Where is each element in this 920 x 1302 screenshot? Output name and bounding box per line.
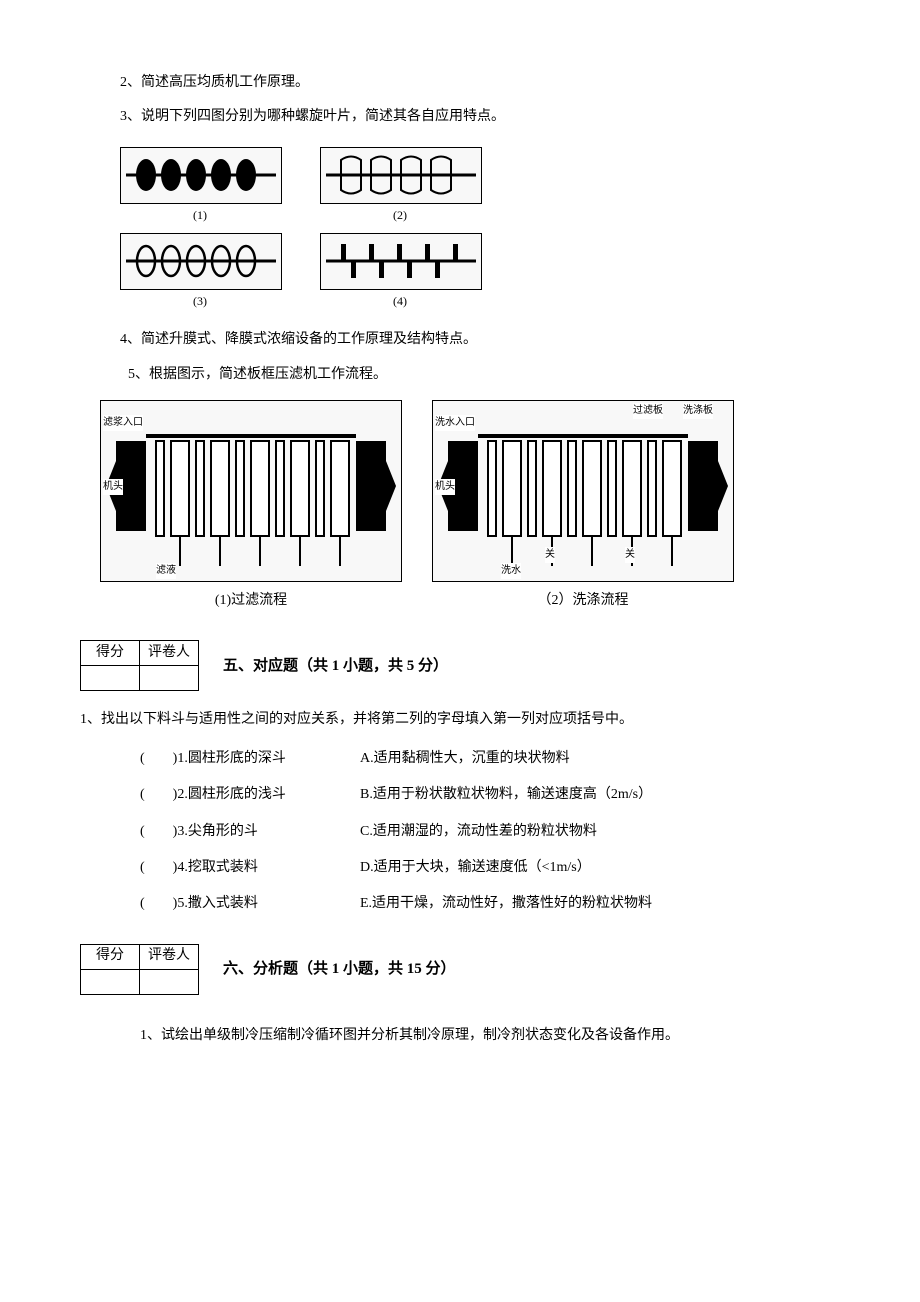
match-rows: ( )1.圆柱形底的深斗 A.适用黏稠性大，沉重的块状物料 ( )2.圆柱形底的… (80, 748, 840, 916)
question-4: 4、简述升膜式、降膜式浓缩设备的工作原理及结构特点。 (120, 329, 840, 351)
score-col-2: 评卷人 (140, 641, 199, 666)
spiral-image-2 (320, 147, 482, 204)
score-blank-2 (140, 666, 199, 691)
match-row-5: ( )5.撒入式装料 E.适用干燥，流动性好，撒落性好的粉粒状物料 (140, 893, 840, 915)
score6-blank-2 (140, 969, 199, 994)
spiral-cell-4: (4) (320, 233, 480, 311)
filter-diagram-block: 滤浆入口 机头 滤液 (1)过滤流程 (100, 400, 840, 612)
match-left-3: ( )3.尖角形的斗 (140, 821, 360, 843)
match-right-1: A.适用黏稠性大，沉重的块状物料 (360, 748, 840, 770)
spiral-cell-2: (2) (320, 147, 480, 225)
spiral-image-3 (120, 233, 282, 290)
filter-right-close2-label: 关 (625, 547, 635, 563)
section-5-intro: 1、找出以下料斗与适用性之间的对应关系，并将第二列的字母填入第一列对应项括号中。 (80, 709, 840, 731)
spiral-cell-1: (1) (120, 147, 280, 225)
score6-col-1: 得分 (81, 944, 140, 969)
filter-right-bottom-label: 洗水 (501, 563, 521, 579)
spiral-caption-4: (4) (320, 292, 480, 311)
score6-col-2: 评卷人 (140, 944, 199, 969)
filter-right-close1-label: 关 (545, 547, 555, 563)
section-6-title: 六、分析题（共 1 小题，共 15 分） (223, 957, 456, 981)
section-5-header: 得分 评卷人 五、对应题（共 1 小题，共 5 分） (80, 640, 840, 691)
question-5: 5、根据图示，简述板框压滤机工作流程。 (128, 364, 840, 386)
match-left-2: ( )2.圆柱形底的浅斗 (140, 784, 360, 806)
match-right-5: E.适用干燥，流动性好，撒落性好的粉粒状物料 (360, 893, 840, 915)
score-table-6: 得分 评卷人 (80, 944, 199, 995)
filter-right-top2-label: 洗涤板 (683, 403, 713, 419)
section-6-q1: 1、试绘出单级制冷压缩制冷循环图并分析其制冷原理，制冷剂状态变化及各设备作用。 (140, 1025, 840, 1047)
question-2: 2、简述高压均质机工作原理。 (120, 72, 840, 94)
match-row-1: ( )1.圆柱形底的深斗 A.适用黏稠性大，沉重的块状物料 (140, 748, 840, 770)
match-left-5: ( )5.撒入式装料 (140, 893, 360, 915)
filter-diagram-left: 滤浆入口 机头 滤液 (1)过滤流程 (100, 400, 402, 612)
match-row-3: ( )3.尖角形的斗 C.适用潮湿的，流动性差的粉粒状物料 (140, 821, 840, 843)
filter-left-caption: (1)过滤流程 (215, 590, 287, 612)
spiral-caption-1: (1) (120, 206, 280, 225)
spiral-row-1: (1) (2) (120, 147, 840, 225)
spiral-image-1 (120, 147, 282, 204)
score6-blank-1 (81, 969, 140, 994)
match-row-4: ( )4.挖取式装料 D.适用于大块，输送速度低（<1m/s） (140, 857, 840, 879)
filter-right-top1-label: 过滤板 (633, 403, 663, 419)
filter-right-head-label: 机头 (435, 479, 455, 495)
filter-diagram-right: 洗水入口 机头 过滤板 洗涤板 关 关 洗水 （2）洗涤流程 (432, 400, 734, 612)
section-5-title: 五、对应题（共 1 小题，共 5 分） (223, 654, 448, 678)
spiral-caption-2: (2) (320, 206, 480, 225)
spiral-diagram-block: (1) (2) (120, 147, 840, 311)
filter-image-right: 洗水入口 机头 过滤板 洗涤板 关 关 洗水 (432, 400, 734, 582)
match-row-2: ( )2.圆柱形底的浅斗 B.适用于粉状散粒状物料，输送速度高（2m/s） (140, 784, 840, 806)
match-left-1: ( )1.圆柱形底的深斗 (140, 748, 360, 770)
section-6-header: 得分 评卷人 六、分析题（共 1 小题，共 15 分） (80, 944, 840, 995)
score-blank-1 (81, 666, 140, 691)
filter-image-left: 滤浆入口 机头 滤液 (100, 400, 402, 582)
question-3: 3、说明下列四图分别为哪种螺旋叶片，简述其各自应用特点。 (120, 106, 840, 128)
filter-right-inlet-label: 洗水入口 (435, 415, 475, 431)
score-col-1: 得分 (81, 641, 140, 666)
match-right-4: D.适用于大块，输送速度低（<1m/s） (360, 857, 840, 879)
match-right-2: B.适用于粉状散粒状物料，输送速度高（2m/s） (360, 784, 840, 806)
filter-right-caption: （2）洗涤流程 (538, 590, 629, 612)
score-table-5: 得分 评卷人 (80, 640, 199, 691)
spiral-caption-3: (3) (120, 292, 280, 311)
filter-left-inlet-label: 滤浆入口 (103, 415, 143, 431)
filter-left-bottom-label: 滤液 (156, 563, 176, 579)
spiral-cell-3: (3) (120, 233, 280, 311)
spiral-row-2: (3) (120, 233, 840, 311)
spiral-image-4 (320, 233, 482, 290)
match-right-3: C.适用潮湿的，流动性差的粉粒状物料 (360, 821, 840, 843)
filter-left-head-label: 机头 (103, 479, 123, 495)
match-left-4: ( )4.挖取式装料 (140, 857, 360, 879)
